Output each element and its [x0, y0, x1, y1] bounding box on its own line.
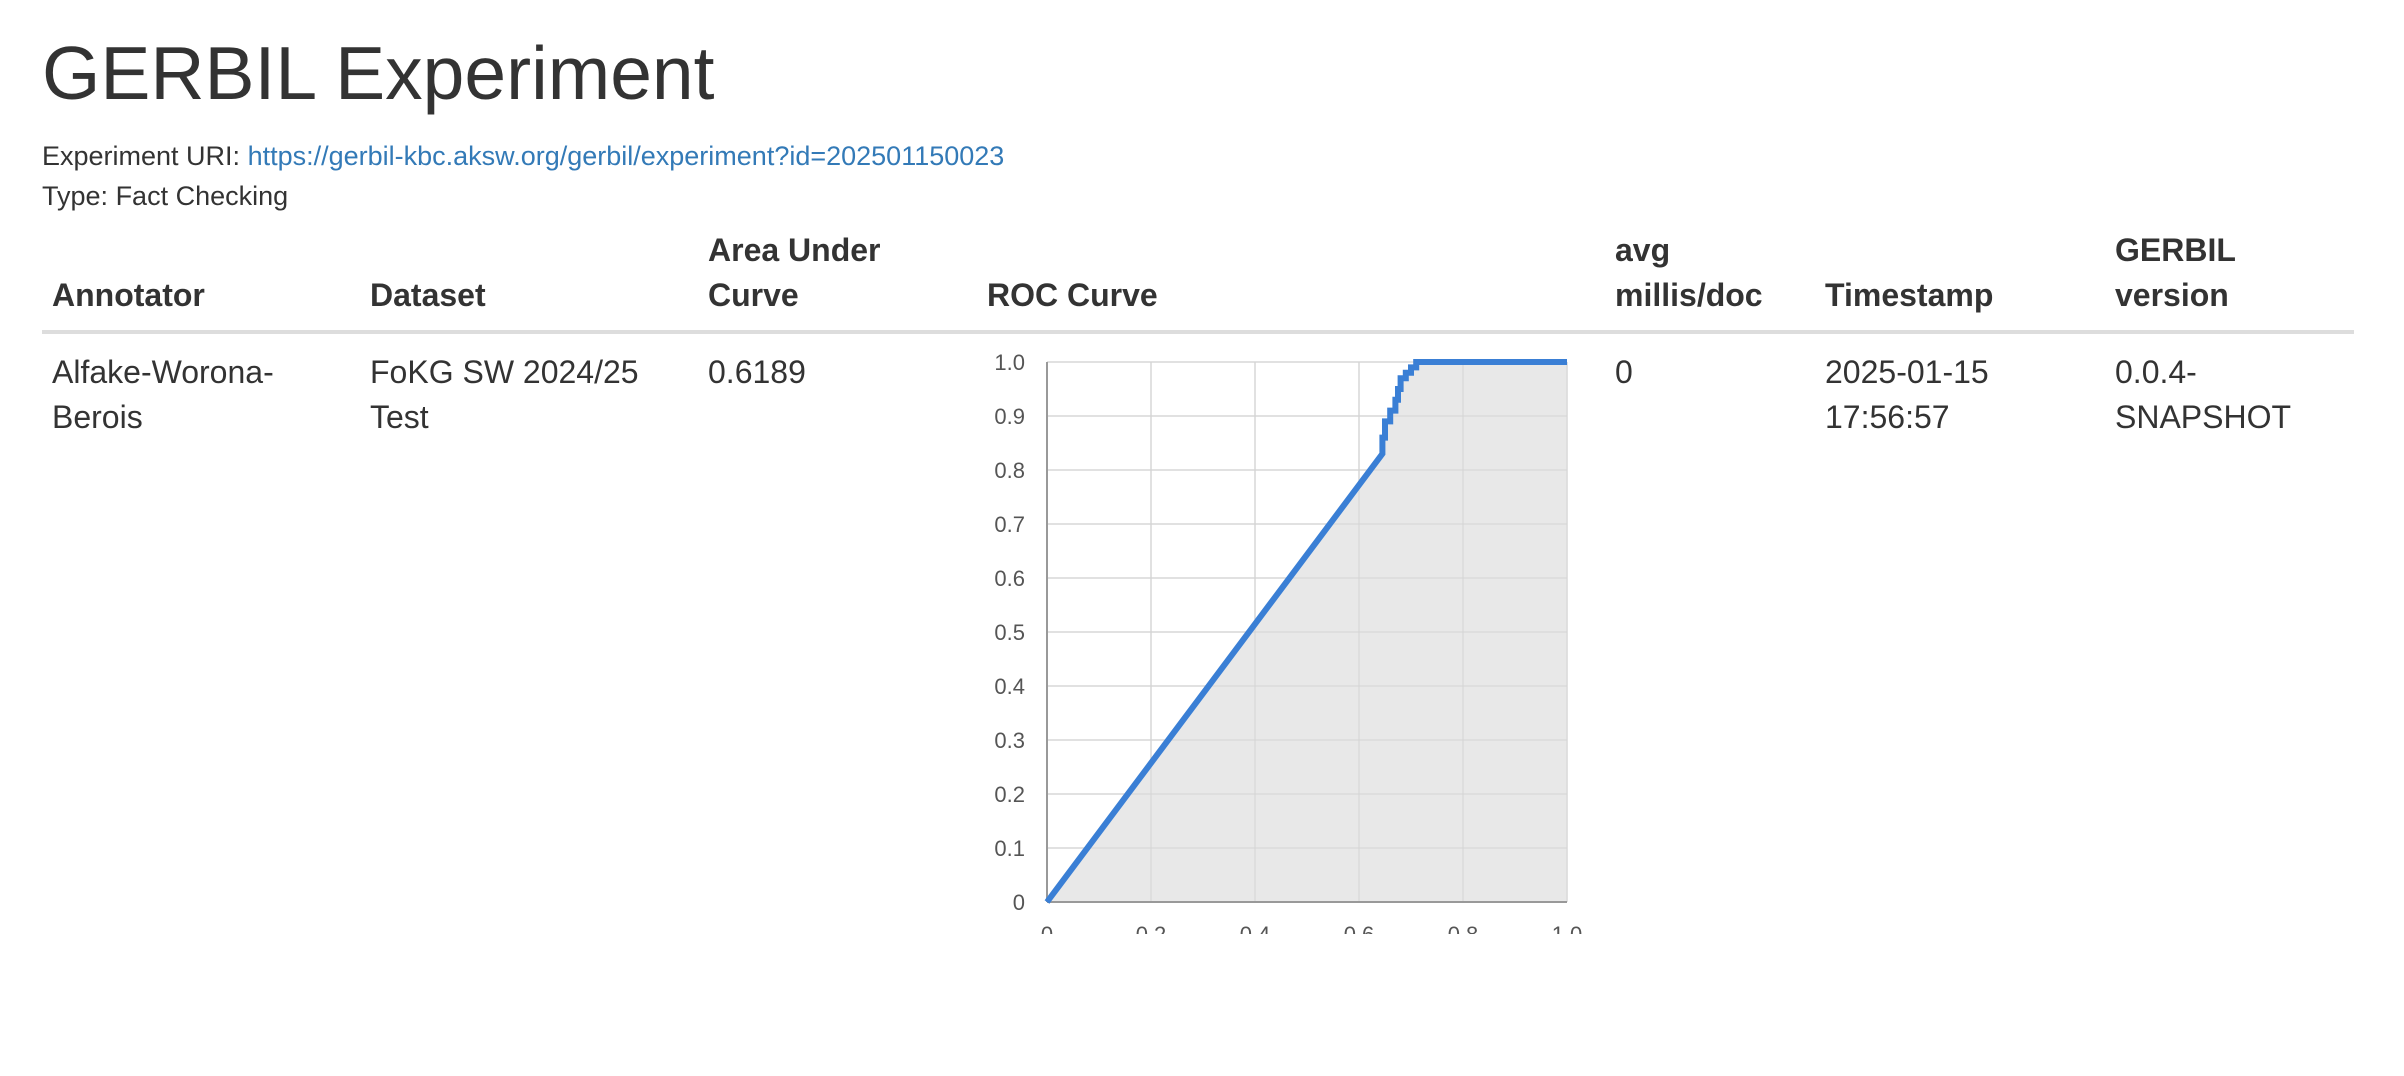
cell-timestamp: 2025-01-15 17:56:57 — [1825, 354, 1989, 435]
y-tick-label: 0.3 — [994, 728, 1025, 753]
header-dataset: Dataset — [360, 228, 698, 334]
cell-auc: 0.6189 — [708, 354, 806, 390]
y-tick-label: 0.9 — [994, 404, 1025, 429]
y-tick-label: 0.5 — [994, 620, 1025, 645]
page-title: GERBIL Experiment — [42, 31, 715, 115]
y-tick-label: 0.4 — [994, 674, 1025, 699]
y-tick-label: 1.0 — [994, 350, 1025, 375]
table-row: Alfake-Worona-Berois FoKG SW 2024/25 Tes… — [42, 332, 2354, 947]
x-tick-label: 1.0 — [1552, 922, 1583, 934]
y-tick-label: 0.6 — [994, 566, 1025, 591]
x-tick-label: 0.2 — [1136, 922, 1167, 934]
header-roc-curve: ROC Curve — [977, 228, 1605, 334]
header-auc: Area Under Curve — [698, 228, 977, 334]
cell-gerbil-version: 0.0.4-SNAPSHOT — [2115, 354, 2292, 435]
experiment-type-line: Type: Fact Checking — [42, 176, 2404, 216]
experiment-type-label: Type: — [42, 181, 109, 211]
cell-roc-curve: 0 0.2 0.4 0.6 0.8 1.0 0 0.1 0.2 0.3 0.4 0.5 0.6 0.7 0.… — [977, 332, 1605, 947]
roc-line — [1044, 359, 1567, 904]
y-tick-label: 0.8 — [994, 458, 1025, 483]
x-tick-label: 0 — [1041, 922, 1053, 934]
x-tick-label: 0.4 — [1240, 922, 1271, 934]
experiment-uri-label: Experiment URI: — [42, 141, 241, 171]
x-tick-label: 0.8 — [1448, 922, 1479, 934]
y-tick-label: 0.7 — [994, 512, 1025, 537]
roc-chart: 0 0.2 0.4 0.6 0.8 1.0 0 0.1 0.2 0.3 0.4 0.5 0.6 0.7 0.… — [994, 350, 1583, 947]
y-tick-label: 0.2 — [994, 782, 1025, 807]
header-avg-millis: avg millis/doc — [1605, 228, 1815, 334]
cell-dataset: FoKG SW 2024/25 Test — [370, 354, 639, 435]
header-timestamp: Timestamp — [1815, 228, 2105, 334]
cell-annotator: Alfake-Worona-Berois — [52, 354, 274, 435]
experiment-uri-link[interactable]: https://gerbil-kbc.aksw.org/gerbil/exper… — [247, 141, 1005, 171]
experiment-uri-line: Experiment URI: https://gerbil-kbc.aksw.… — [42, 136, 2404, 176]
results-table: Annotator Dataset Area Under Curve ROC C… — [42, 228, 2354, 947]
header-gerbil-version: GERBIL version — [2105, 228, 2354, 334]
header-annotator: Annotator — [42, 228, 360, 334]
cell-avg-millis: 0 — [1615, 354, 1633, 390]
y-tick-label: 0 — [1013, 890, 1025, 915]
y-tick-label: 0.1 — [994, 836, 1025, 861]
x-tick-label: 0.6 — [1344, 922, 1375, 934]
table-header-row: Annotator Dataset Area Under Curve ROC C… — [42, 228, 2354, 334]
experiment-type-value: Fact Checking — [115, 181, 289, 211]
